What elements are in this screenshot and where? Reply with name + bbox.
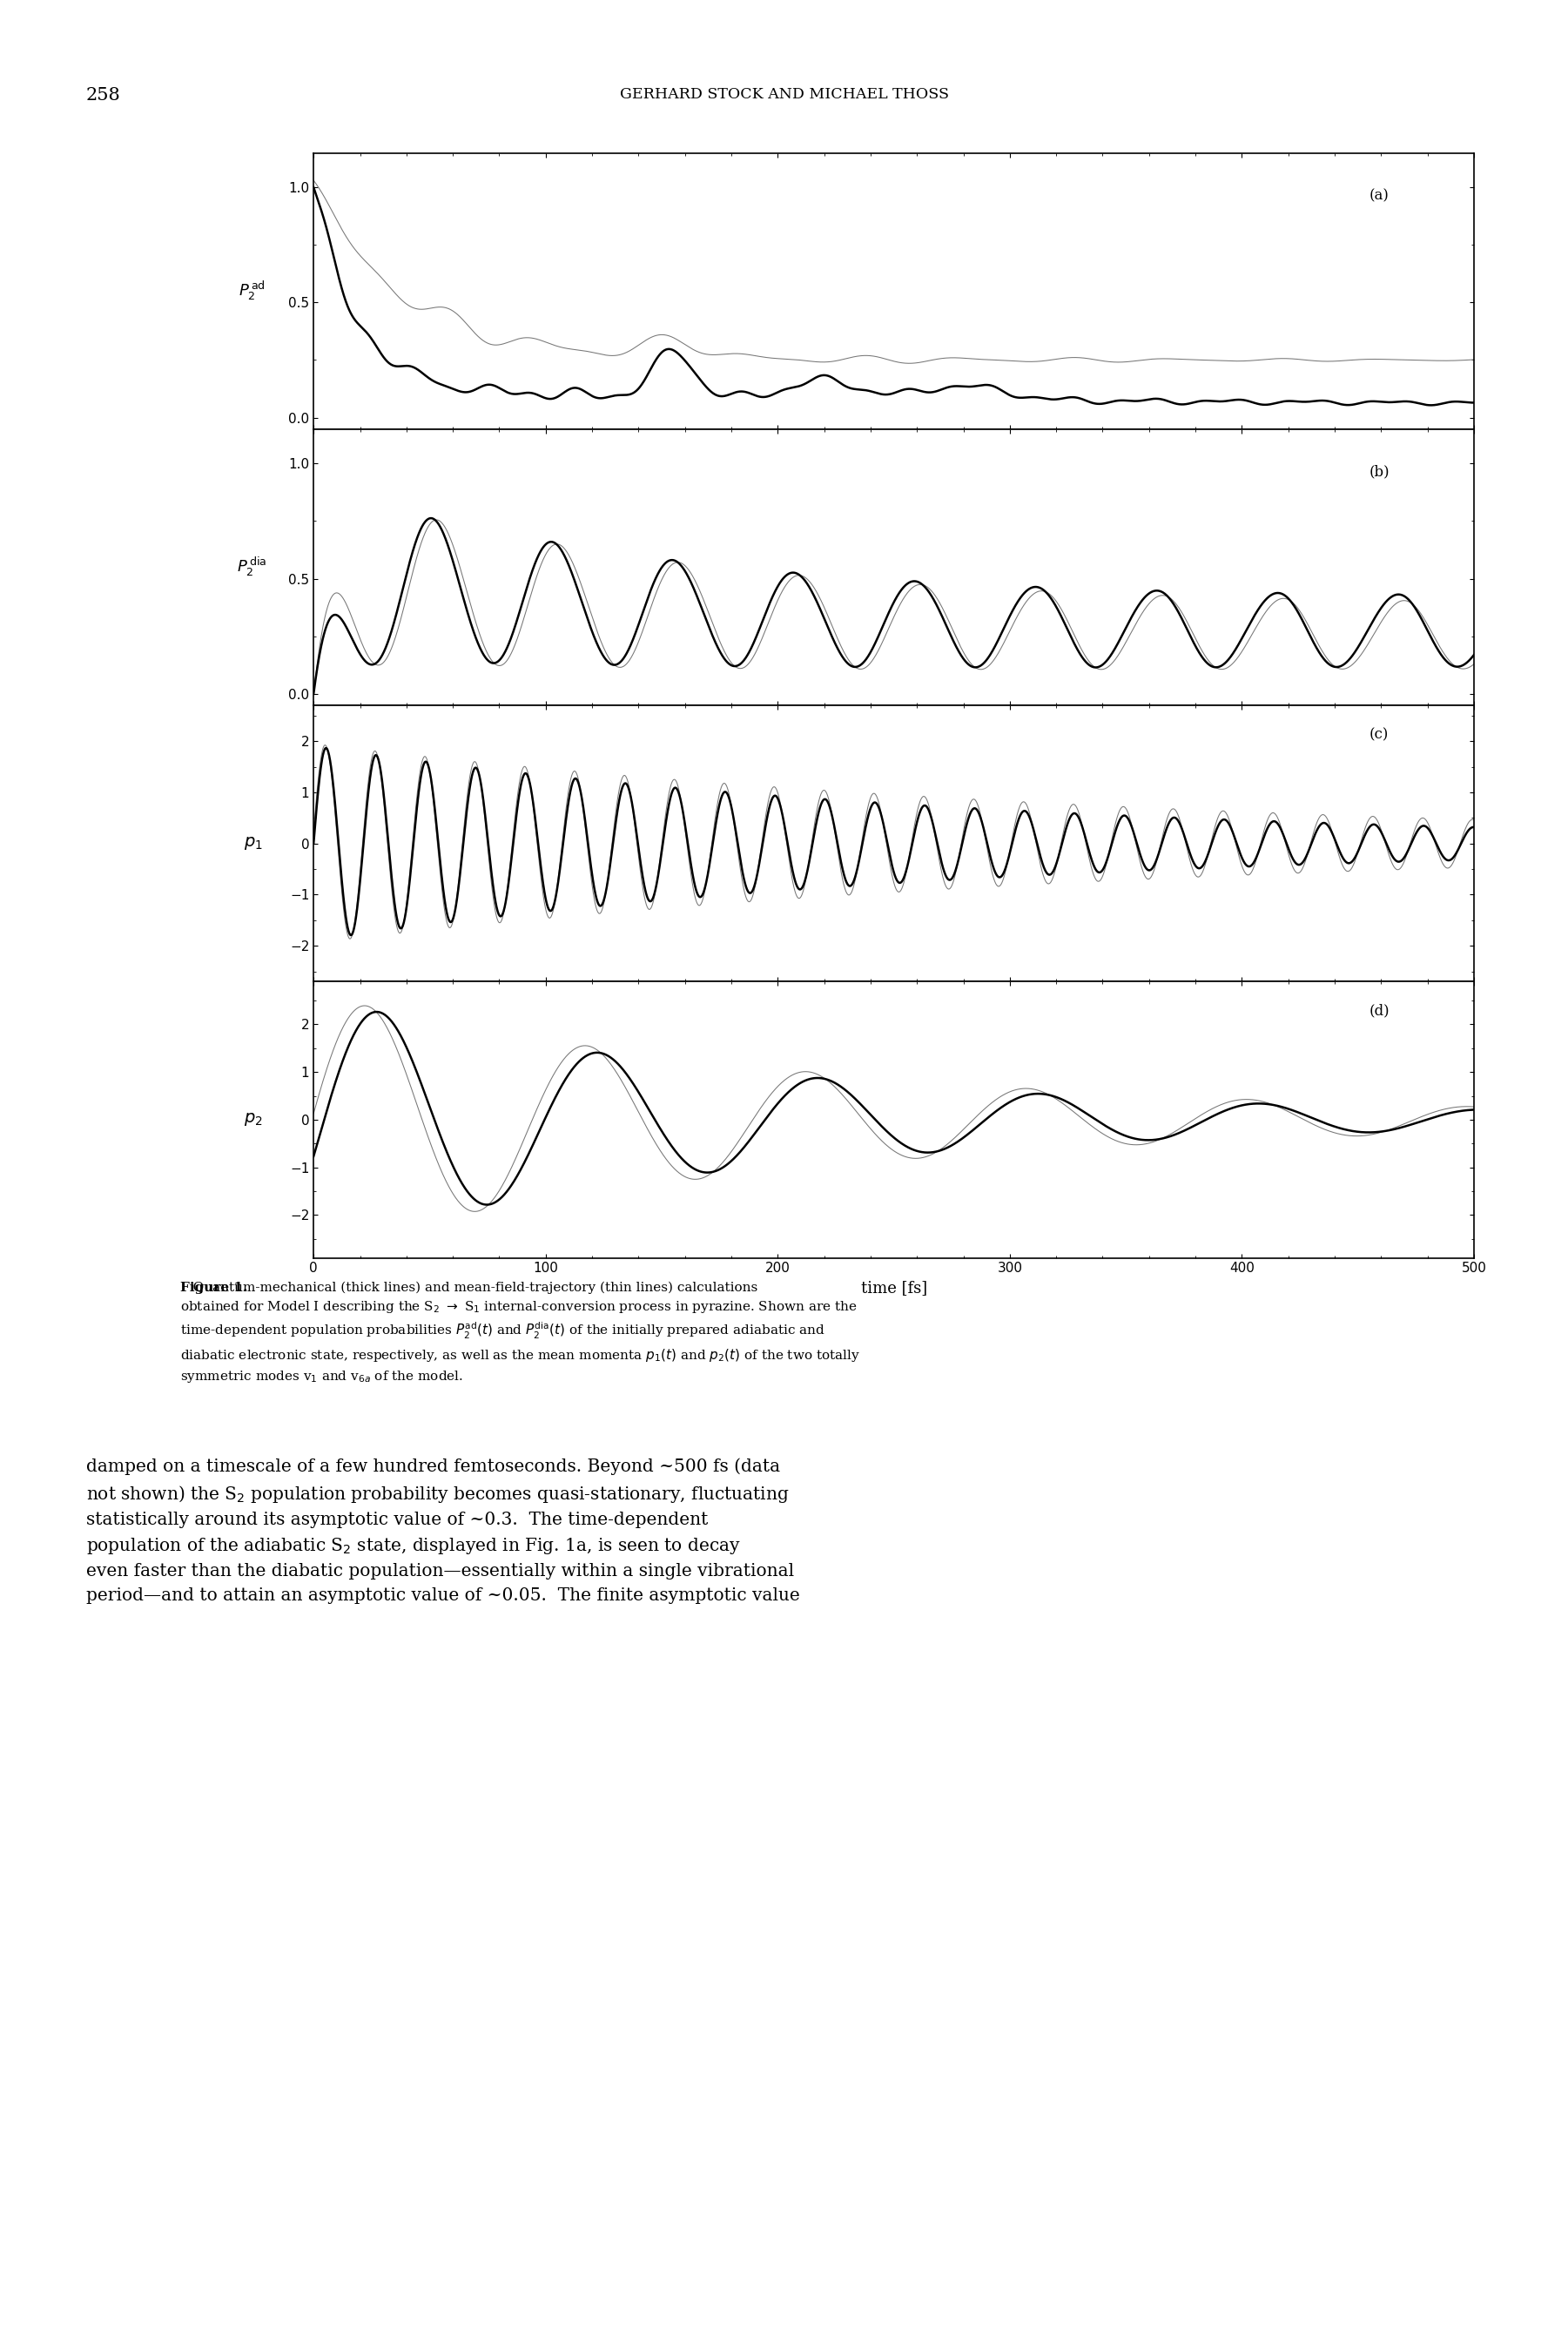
Text: (b): (b) [1369, 465, 1391, 480]
Text: (c): (c) [1369, 726, 1389, 743]
Y-axis label: $P_2^{\,\mathrm{dia}}$: $P_2^{\,\mathrm{dia}}$ [237, 555, 267, 578]
Y-axis label: $p_1$: $p_1$ [245, 835, 263, 851]
Text: 258: 258 [86, 87, 121, 103]
Text: GERHARD STOCK AND MICHAEL THOSS: GERHARD STOCK AND MICHAEL THOSS [619, 87, 949, 101]
Text: (a): (a) [1369, 188, 1389, 202]
Text: (d): (d) [1369, 1004, 1391, 1018]
Y-axis label: $p_2$: $p_2$ [245, 1112, 263, 1128]
Text: damped on a timescale of a few hundred femtoseconds. Beyond ~500 fs (data
not sh: damped on a timescale of a few hundred f… [86, 1458, 800, 1603]
Text: Quantum-mechanical (thick lines) and mean-field-trajectory (thin lines) calculat: Quantum-mechanical (thick lines) and mea… [180, 1281, 861, 1385]
Text: Figure 1.: Figure 1. [180, 1281, 248, 1293]
X-axis label: time [fs]: time [fs] [861, 1279, 927, 1295]
Y-axis label: $P_2^{\,\mathrm{ad}}$: $P_2^{\,\mathrm{ad}}$ [238, 280, 265, 303]
